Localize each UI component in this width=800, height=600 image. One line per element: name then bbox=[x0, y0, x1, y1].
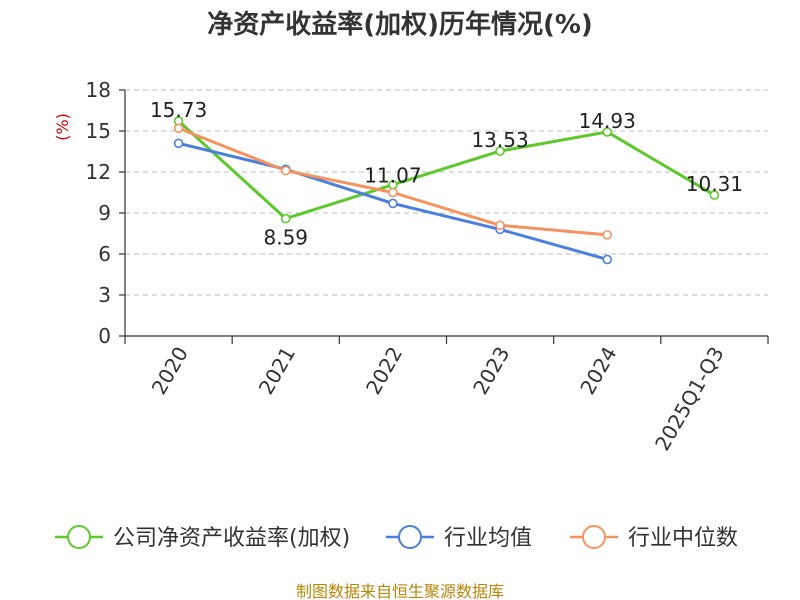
x-tick-label: 2021 bbox=[254, 343, 300, 399]
data-point bbox=[495, 146, 505, 156]
data-point bbox=[602, 254, 613, 265]
data-point bbox=[388, 198, 398, 209]
data-label: 8.59 bbox=[263, 226, 308, 250]
data-point bbox=[602, 230, 613, 240]
data-point bbox=[602, 127, 613, 137]
data-label: 14.93 bbox=[579, 109, 636, 133]
y-tick-label: 3 bbox=[98, 283, 111, 307]
y-tick-label: 12 bbox=[86, 160, 111, 184]
y-tick-label: 9 bbox=[98, 201, 111, 225]
data-point bbox=[495, 220, 505, 231]
data-point bbox=[280, 165, 291, 176]
data-source-note: 制图数据来自恒生聚源数据库 bbox=[295, 582, 504, 600]
x-tick-label: 2020 bbox=[147, 343, 193, 399]
y-tick-label: 15 bbox=[86, 119, 111, 143]
chart-title: 净资产收益率(加权)历年情况(%) bbox=[207, 10, 593, 40]
legend-marker bbox=[67, 525, 91, 549]
y-axis-label: (%) bbox=[53, 113, 72, 141]
x-tick-label: 2023 bbox=[468, 343, 514, 399]
y-tick-label: 0 bbox=[98, 324, 111, 348]
data-point bbox=[280, 213, 291, 224]
data-point bbox=[173, 123, 184, 134]
data-point bbox=[388, 187, 398, 198]
y-tick-label: 6 bbox=[98, 242, 111, 266]
data-point bbox=[173, 138, 184, 149]
data-label: 15.73 bbox=[150, 98, 207, 122]
series-line-0 bbox=[177, 119, 716, 221]
x-tick-label: 2022 bbox=[361, 343, 407, 399]
y-tick-label: 18 bbox=[86, 78, 111, 102]
legend-label: 行业中位数 bbox=[628, 526, 738, 551]
x-tick-label: 2024 bbox=[575, 343, 621, 399]
legend-marker bbox=[582, 525, 606, 549]
legend-label: 公司净资产收益率(加权) bbox=[113, 526, 350, 551]
data-label: 11.07 bbox=[364, 164, 421, 188]
x-tick-label: 2025Q1-Q3 bbox=[650, 343, 729, 455]
data-label: 10.31 bbox=[686, 172, 743, 196]
data-label: 13.53 bbox=[471, 128, 528, 152]
legend-marker bbox=[398, 525, 422, 549]
data-point bbox=[709, 190, 720, 200]
legend-label: 行业均值 bbox=[444, 526, 532, 551]
